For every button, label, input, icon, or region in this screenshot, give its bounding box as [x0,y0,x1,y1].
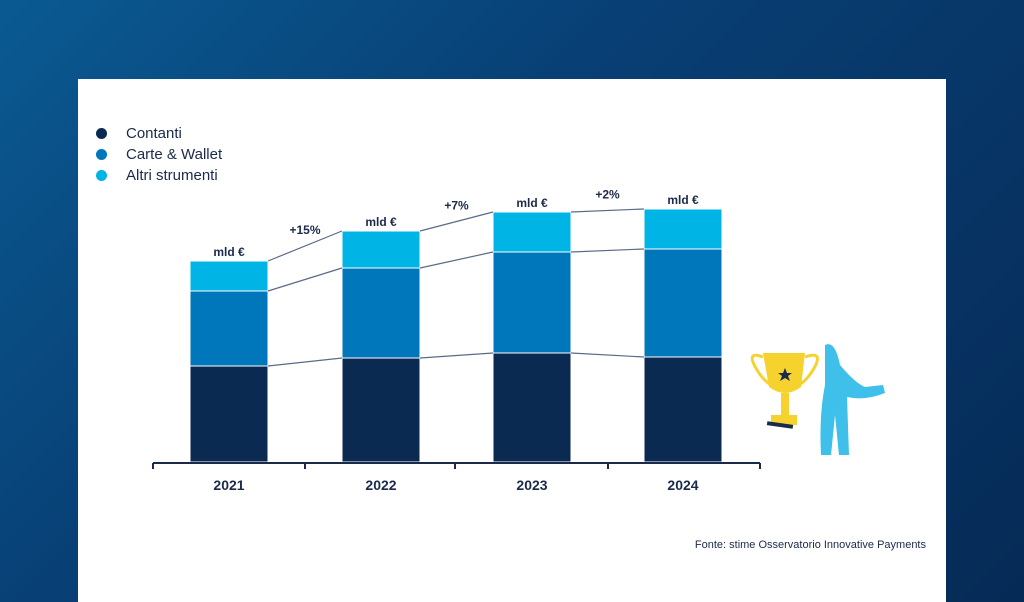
bar-total-label: mld € [667,193,699,207]
connector-line [570,248,645,253]
legend-item-altri: Altri strumenti [96,167,218,184]
trophy-person-illustration [750,344,885,455]
x-tick-label: 2022 [365,477,396,493]
legend-label: Carte & Wallet [126,146,223,163]
bar-total-label: mld € [365,215,397,229]
bar-segment-2021-1 [189,290,269,367]
growth-label: +15% [289,223,320,237]
legend-swatch [96,170,107,181]
growth-label: +2% [595,188,620,202]
legend-swatch [96,149,107,160]
connector-line [267,357,343,367]
connector-line [570,352,645,358]
growth-label: +7% [444,199,469,213]
trophy-icon [750,353,819,429]
bar-segment-2024-1 [643,248,723,358]
legend-label: Altri strumenti [126,167,218,184]
bar-segment-2023-0 [492,352,572,463]
bar-segment-2023-2 [492,211,572,253]
connector-line [419,251,494,269]
connector-line [419,352,494,359]
legend-item-contanti: Contanti [96,125,182,142]
person-icon [820,344,885,455]
connector-line [570,208,645,213]
bar-segment-2024-2 [643,208,723,250]
connector-line [267,230,343,262]
bar-segment-2021-0 [189,365,269,463]
legend-swatch [96,128,107,139]
legend-item-carte: Carte & Wallet [96,146,222,163]
bar-segment-2023-1 [492,251,572,354]
bar-total-label: mld € [213,245,245,259]
x-tick-label: 2023 [516,477,547,493]
connector-line [267,267,343,292]
legend-label: Contanti [126,125,182,142]
source-note: Fonte: stime Osservatorio Innovative Pay… [694,539,926,551]
x-tick-label: 2024 [667,477,698,493]
bar-segment-2022-0 [341,357,421,463]
bar-total-label: mld € [516,196,548,210]
x-tick-label: 2021 [213,477,244,493]
bar-segment-2022-1 [341,267,421,359]
bar-segment-2021-2 [189,260,269,292]
connector-line [419,211,494,232]
bar-segment-2024-0 [643,356,723,463]
bar-segment-2022-2 [341,230,421,269]
